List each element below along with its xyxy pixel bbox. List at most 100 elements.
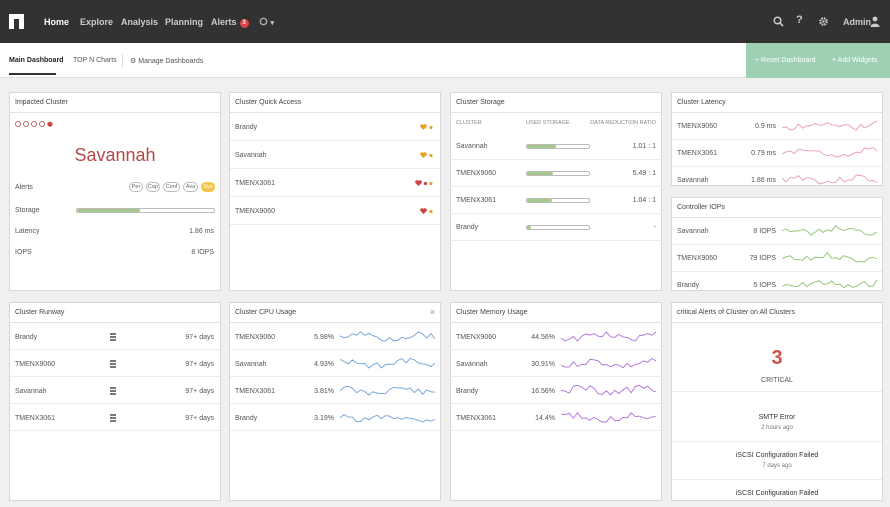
cluster-name: Savannah <box>677 177 709 184</box>
critical-alerts-widget: critical Alerts of Cluster on All Cluste… <box>671 302 883 501</box>
tab-main-dashboard[interactable]: Main Dashboard <box>9 57 64 64</box>
cluster-name: Savannah <box>677 228 709 235</box>
list-item[interactable]: TMENX9060 97+ days <box>10 350 220 377</box>
metric-value: 30.91% <box>531 361 555 368</box>
used-storage-bar-fill <box>527 145 556 148</box>
active-tab-indicator <box>9 73 56 75</box>
status-ring-icon <box>259 17 268 26</box>
sparkline-chart <box>782 279 877 289</box>
list-item[interactable]: TMENX9060 79 IOPS <box>672 245 882 272</box>
critical-count[interactable]: 3 <box>771 347 783 369</box>
cluster-name: TMENX3061 <box>677 150 718 157</box>
metric-value: 97+ days <box>185 334 214 341</box>
list-item[interactable]: Brandy 3.19% <box>230 404 440 431</box>
alerts-count-badge: 3 <box>239 19 249 28</box>
used-storage-bar-fill <box>527 199 552 202</box>
admin-label: Admin <box>843 17 871 27</box>
admin-menu[interactable]: Admin <box>843 17 871 27</box>
status-dropdown[interactable]: ▾ <box>259 17 274 27</box>
list-item[interactable]: TMENX9060 44.56% <box>451 323 661 350</box>
netapp-logo[interactable] <box>9 14 24 29</box>
alert-item[interactable]: iSCSI Configuration Failed <box>672 480 882 500</box>
cluster-name: TMENX3061 <box>235 180 276 187</box>
user-icon[interactable] <box>870 16 880 27</box>
gear-icon[interactable] <box>818 16 829 27</box>
status-indicator-icon <box>420 152 433 158</box>
cluster-name: Savannah <box>456 361 488 368</box>
alert-category-pills: Per Cap Conf Ava Sys <box>129 182 221 192</box>
list-item[interactable]: TMENX3061 3.81% <box>230 377 440 404</box>
divider <box>451 112 661 113</box>
pill-availability[interactable]: Ava <box>183 182 198 192</box>
table-row[interactable]: Savannah 1.01 : 1 <box>451 133 661 160</box>
widget-title: Cluster Storage <box>456 99 505 106</box>
list-item[interactable]: Savannah 8 IOPS <box>672 218 882 245</box>
list-item[interactable]: Savannah <box>230 141 440 169</box>
list-item[interactable]: TMENX3061 97+ days <box>10 404 220 431</box>
alert-time: 2 hours ago <box>761 425 793 431</box>
help-icon[interactable]: ? <box>796 14 803 26</box>
iops-value: 8 IOPS <box>191 249 214 256</box>
latency-value: 1.86 ms <box>189 228 214 235</box>
manage-dashboards-link[interactable]: ⚙ Manage Dashboards <box>130 57 203 65</box>
cluster-name: TMENX9060 <box>456 170 497 177</box>
list-item[interactable]: TMENX3061 0.79 ms <box>672 140 882 167</box>
list-item[interactable]: Brandy 97+ days <box>10 323 220 350</box>
tab-top-n-charts[interactable]: TOP N Charts <box>73 57 117 64</box>
cluster-name: Brandy <box>677 282 700 289</box>
close-icon[interactable]: × <box>429 307 435 317</box>
cluster-name: TMENX9060 <box>456 334 497 341</box>
table-row[interactable]: TMENX3061 1.04 : 1 <box>451 187 661 214</box>
divider <box>672 391 882 392</box>
nav-alerts[interactable]: Alerts 3 <box>211 17 249 28</box>
nav-planning[interactable]: Planning <box>165 17 203 27</box>
table-row[interactable]: Brandy - <box>451 214 661 241</box>
table-row[interactable]: TMENX9060 5.49 : 1 <box>451 160 661 187</box>
list-item[interactable]: Savannah 1.86 ms <box>672 167 882 194</box>
alert-title: iSCSI Configuration Failed <box>735 490 819 497</box>
list-item[interactable]: TMENX3061 <box>230 169 440 197</box>
column-header-cluster: CLUSTER <box>456 120 482 126</box>
list-item[interactable]: Savannah 30.91% <box>451 350 661 377</box>
metric-value: 97+ days <box>185 415 214 422</box>
impacted-cluster-name[interactable]: Savannah <box>74 145 156 165</box>
alert-item[interactable]: SMTP Error 2 hours ago <box>672 404 882 442</box>
list-item[interactable]: Brandy <box>230 113 440 141</box>
pill-capacity[interactable]: Cap <box>146 182 160 192</box>
divider <box>10 112 220 113</box>
data-reduction-ratio: - <box>653 224 656 231</box>
reset-dashboard-button[interactable]: + Reset Dashboard <box>755 57 816 64</box>
used-storage-bar-fill <box>527 226 531 229</box>
cluster-name: Brandy <box>456 224 479 231</box>
list-item[interactable]: Savannah 97+ days <box>10 377 220 404</box>
metric-value: 97+ days <box>185 388 214 395</box>
add-widgets-button[interactable]: + Add Widgets <box>832 57 878 64</box>
metric-value: 4.93% <box>314 361 334 368</box>
list-item[interactable]: TMENX9060 <box>230 197 440 225</box>
divider <box>672 322 882 323</box>
metric-value: 44.56% <box>531 334 555 341</box>
list-item[interactable]: TMENX3061 14.4% <box>451 404 661 431</box>
search-icon[interactable] <box>773 16 784 27</box>
divider <box>10 322 220 323</box>
nav-explore[interactable]: Explore <box>80 17 114 27</box>
storage-stack-icon <box>110 387 116 395</box>
nav-home[interactable]: Home <box>44 17 70 27</box>
sparkline-chart <box>782 174 877 185</box>
list-item[interactable]: TMENX9060 0.9 ms <box>672 113 882 140</box>
cluster-name: TMENX3061 <box>456 197 497 204</box>
widget-title: Impacted Cluster <box>15 99 68 106</box>
cluster-name: TMENX9060 <box>15 361 56 368</box>
list-item[interactable]: Savannah 4.93% <box>230 350 440 377</box>
storage-bar <box>76 208 215 213</box>
alert-item[interactable]: iSCSI Configuration Failed 7 days ago <box>672 442 882 480</box>
manage-dashboards-label: Manage Dashboards <box>138 58 204 65</box>
list-item[interactable]: Brandy 16.56% <box>451 377 661 404</box>
pill-performance[interactable]: Per <box>129 182 143 192</box>
nav-analysis[interactable]: Analysis <box>121 17 159 27</box>
list-item[interactable]: TMENX9060 5.98% <box>230 323 440 350</box>
sparkline-chart <box>561 357 656 369</box>
list-item[interactable]: Brandy 5 IOPS <box>672 272 882 299</box>
pill-system[interactable]: Sys <box>201 182 215 192</box>
pill-configuration[interactable]: Conf <box>163 182 180 192</box>
